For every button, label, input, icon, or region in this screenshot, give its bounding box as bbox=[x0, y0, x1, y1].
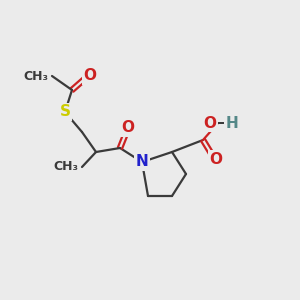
Text: S: S bbox=[59, 104, 70, 119]
Text: N: N bbox=[136, 154, 148, 169]
Text: O: O bbox=[203, 116, 216, 130]
Text: O: O bbox=[122, 121, 134, 136]
Text: O: O bbox=[209, 152, 223, 166]
Text: CH₃: CH₃ bbox=[53, 160, 78, 173]
Text: H: H bbox=[226, 116, 239, 130]
Text: O: O bbox=[83, 68, 97, 83]
Text: CH₃: CH₃ bbox=[23, 70, 48, 83]
